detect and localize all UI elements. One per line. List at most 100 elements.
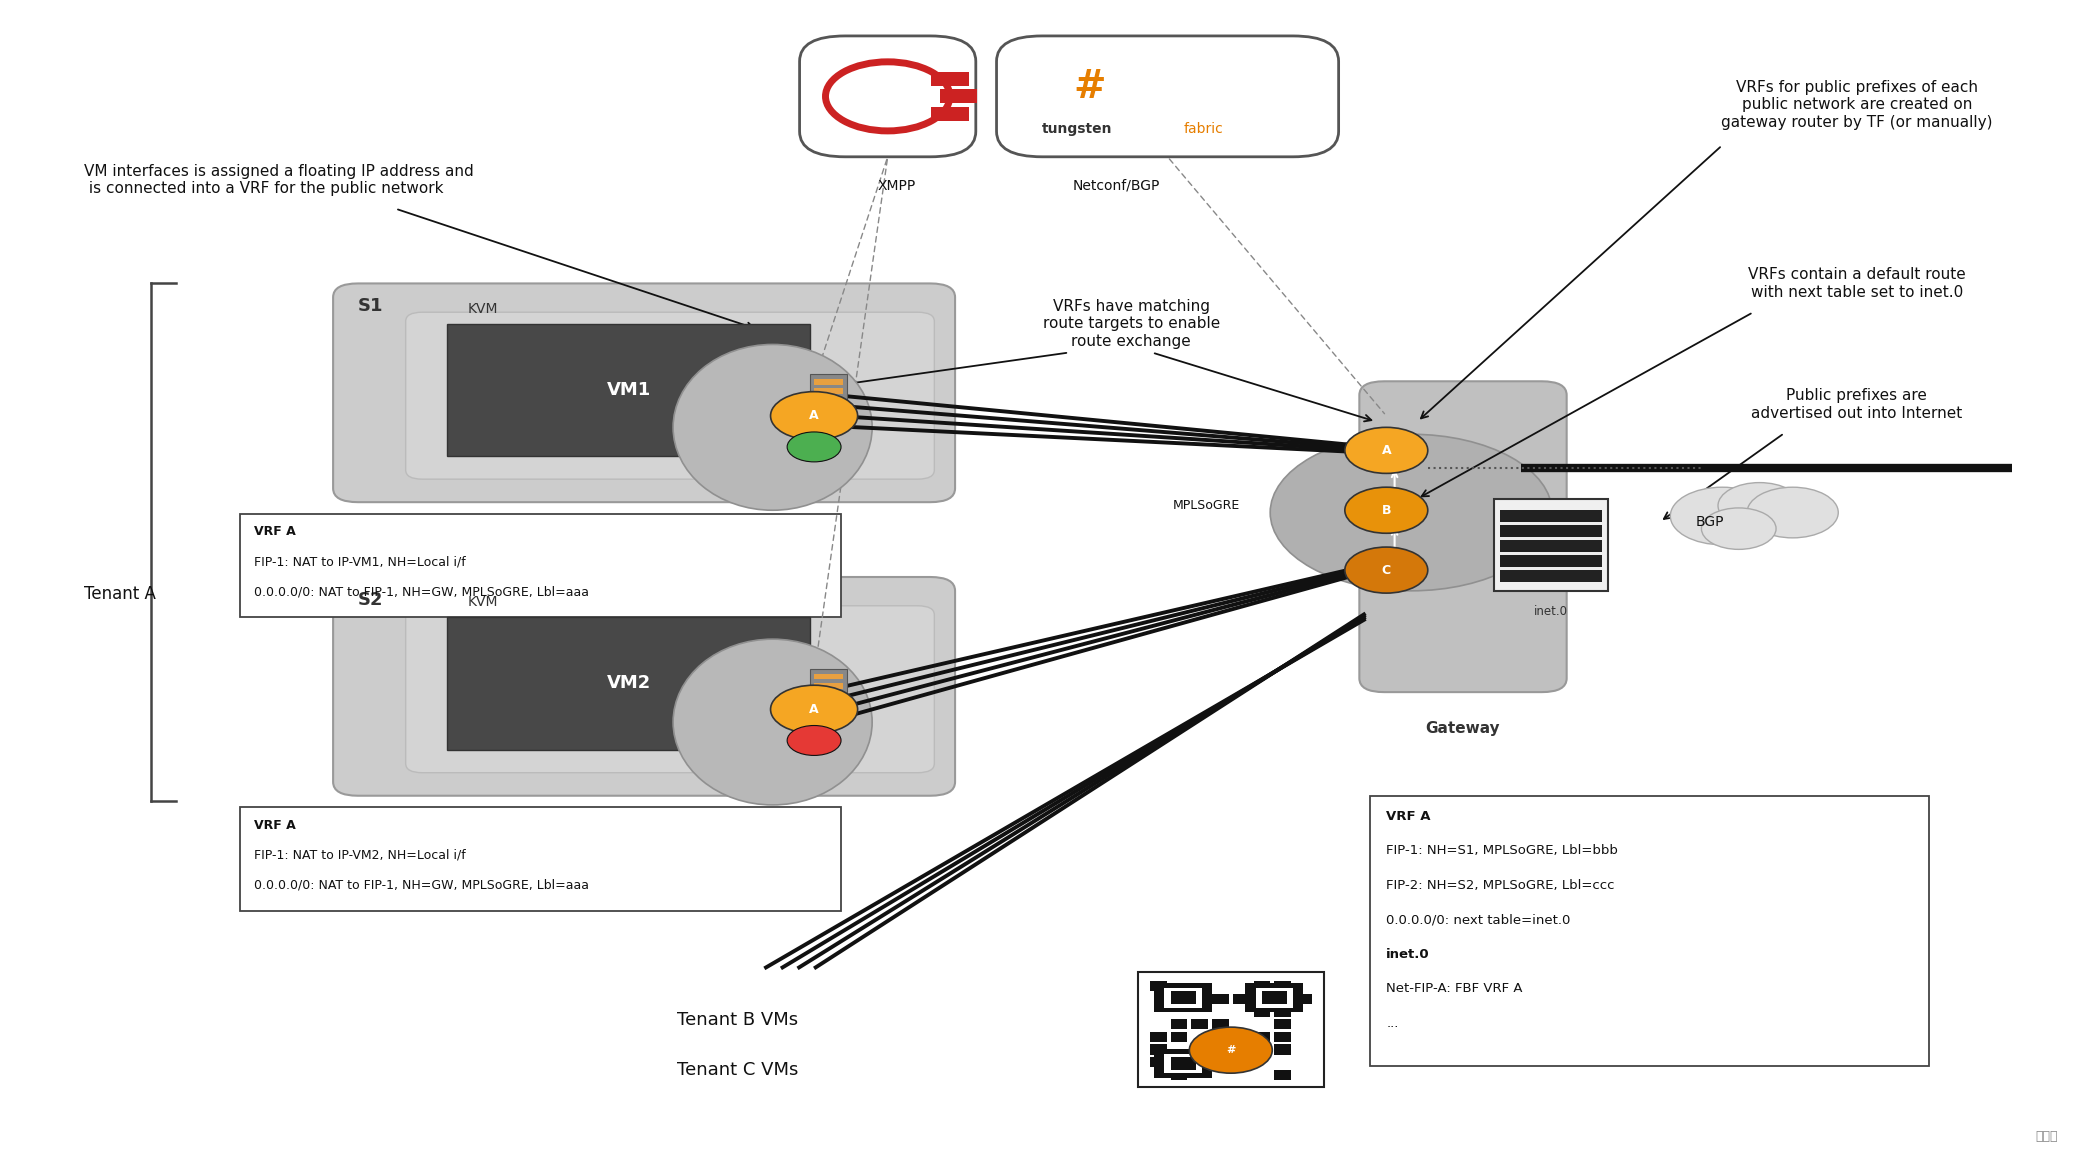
Bar (1262, 991, 1287, 1004)
Circle shape (787, 432, 841, 462)
Circle shape (1345, 427, 1428, 473)
Bar (810, 374, 847, 406)
Bar (1171, 1032, 1187, 1042)
Text: ...: ... (1387, 1017, 1399, 1029)
Bar (1254, 981, 1271, 991)
Bar (814, 674, 843, 680)
Bar (1254, 1006, 1271, 1017)
Bar (1150, 981, 1167, 991)
FancyBboxPatch shape (405, 606, 934, 773)
Circle shape (1345, 487, 1428, 533)
Bar (1275, 981, 1291, 991)
Text: Tenant B VMs: Tenant B VMs (677, 1011, 797, 1029)
Bar (1295, 994, 1312, 1004)
Bar (1212, 1032, 1229, 1042)
Circle shape (1671, 487, 1775, 545)
Text: VRF A: VRF A (1387, 810, 1430, 823)
Bar (1495, 499, 1609, 591)
Text: S1: S1 (357, 298, 384, 315)
FancyBboxPatch shape (405, 313, 934, 479)
Bar (1165, 1054, 1202, 1073)
Text: FIP-1: NAT to IP-VM2, NH=Local i/f: FIP-1: NAT to IP-VM2, NH=Local i/f (255, 848, 467, 862)
Bar (1501, 525, 1603, 537)
Bar (1275, 1044, 1291, 1055)
Bar (1501, 540, 1603, 552)
Text: VRF A: VRF A (255, 818, 297, 832)
Bar (1138, 972, 1324, 1087)
Text: VRF A: VRF A (255, 525, 297, 538)
Text: #: # (1227, 1046, 1235, 1055)
Text: XMPP: XMPP (878, 179, 916, 193)
Bar (1171, 1057, 1196, 1070)
Bar (1246, 983, 1304, 1012)
Bar (1171, 991, 1196, 1004)
Text: KVM: KVM (467, 595, 498, 609)
Text: Tenant A: Tenant A (85, 585, 156, 604)
Bar (1233, 1032, 1250, 1042)
Text: Gateway: Gateway (1426, 721, 1501, 736)
Bar (1275, 1032, 1291, 1042)
Bar (1275, 1070, 1291, 1080)
Ellipse shape (673, 639, 872, 805)
Bar (810, 669, 847, 702)
Bar (1254, 1032, 1271, 1042)
Text: A: A (810, 703, 818, 715)
Text: VM interfaces is assigned a floating IP address and
 is connected into a VRF for: VM interfaces is assigned a floating IP … (85, 164, 473, 196)
Text: VM1: VM1 (606, 381, 650, 399)
Text: FIP-2: NH=S2, MPLSoGRE, Lbl=ccc: FIP-2: NH=S2, MPLSoGRE, Lbl=ccc (1387, 878, 1615, 892)
Text: fabric: fabric (1183, 122, 1223, 136)
Bar (1256, 988, 1293, 1007)
Bar (1275, 1019, 1291, 1029)
Bar (1192, 1057, 1208, 1067)
Circle shape (770, 391, 857, 440)
FancyBboxPatch shape (1360, 381, 1567, 692)
Bar (932, 73, 969, 87)
Text: Netconf/BGP: Netconf/BGP (1073, 179, 1160, 193)
Circle shape (1271, 434, 1553, 591)
Bar (1233, 994, 1250, 1004)
Bar (940, 90, 978, 103)
Bar (1150, 1044, 1167, 1055)
Text: BGP: BGP (1696, 515, 1723, 529)
Text: #: # (1073, 68, 1107, 106)
Bar (1150, 1057, 1167, 1067)
Bar (1370, 796, 1929, 1066)
Bar (814, 692, 843, 698)
Text: VRFs for public prefixes of each
public network are created on
gateway router by: VRFs for public prefixes of each public … (1721, 80, 1993, 130)
Bar (814, 379, 843, 384)
Bar (932, 106, 969, 120)
Circle shape (855, 78, 922, 114)
Bar (1275, 1006, 1291, 1017)
Bar (446, 617, 810, 750)
Bar (1165, 988, 1202, 1007)
Text: 0.0.0.0/0: next table=inet.0: 0.0.0.0/0: next table=inet.0 (1387, 913, 1572, 927)
Bar (241, 808, 841, 911)
Bar (814, 683, 843, 689)
Circle shape (1702, 508, 1777, 549)
Bar (1171, 1070, 1187, 1080)
Text: C: C (1383, 563, 1391, 577)
Bar (1501, 510, 1603, 522)
FancyBboxPatch shape (332, 284, 955, 502)
Bar (814, 388, 843, 394)
FancyBboxPatch shape (332, 577, 955, 796)
Bar (241, 514, 841, 617)
Text: KVM: KVM (467, 302, 498, 316)
Bar (814, 397, 843, 403)
Bar (1233, 1057, 1250, 1067)
Circle shape (1345, 547, 1428, 593)
Bar (1150, 1032, 1167, 1042)
Text: 0.0.0.0/0: NAT to FIP-1, NH=GW, MPLSoGRE, Lbl=aaa: 0.0.0.0/0: NAT to FIP-1, NH=GW, MPLSoGRE… (255, 878, 590, 892)
Bar (1192, 1019, 1208, 1029)
Bar (1212, 1019, 1229, 1029)
Text: MPLSoGRE: MPLSoGRE (1173, 500, 1239, 512)
Circle shape (1719, 482, 1802, 529)
Bar (1501, 555, 1603, 567)
Text: Net-FIP-A: FBF VRF A: Net-FIP-A: FBF VRF A (1387, 982, 1524, 995)
Text: A: A (810, 410, 818, 422)
Circle shape (1748, 487, 1837, 538)
Text: inet.0: inet.0 (1387, 947, 1430, 960)
Ellipse shape (673, 344, 872, 510)
Bar (1275, 994, 1291, 1004)
Bar (1154, 1049, 1212, 1078)
